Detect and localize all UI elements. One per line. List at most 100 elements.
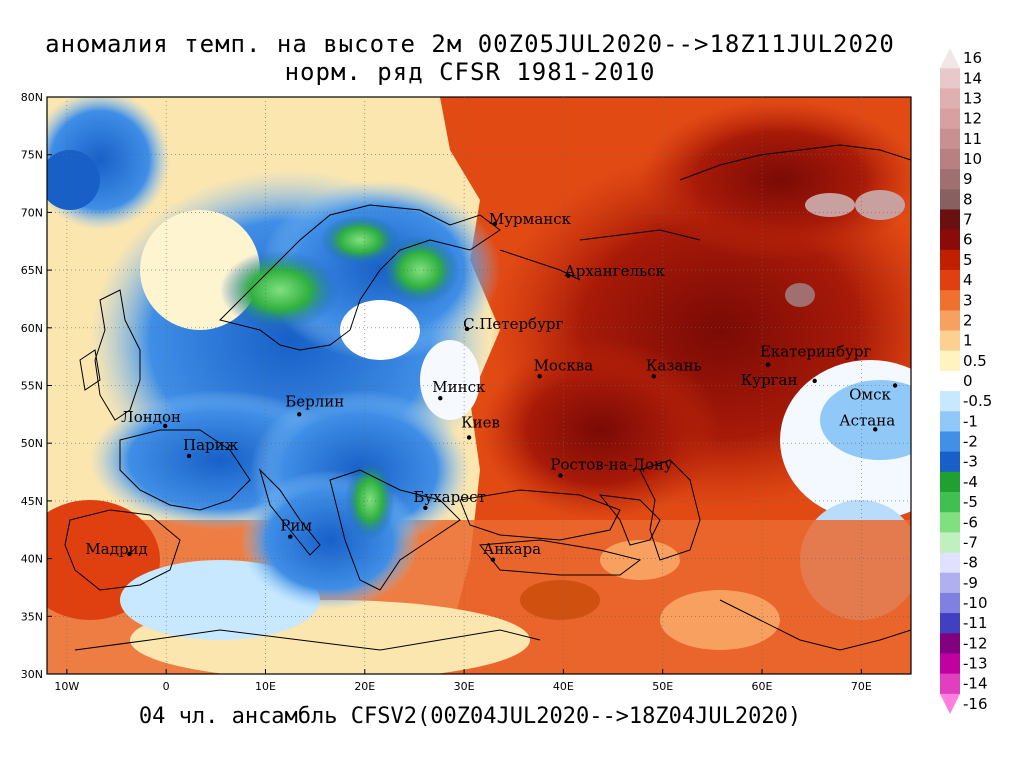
city-label: Архангельск [564, 262, 665, 280]
longitude-label: 10E [255, 680, 276, 693]
latitude-label: 75N [21, 149, 43, 162]
colorbar-box [940, 290, 960, 311]
colorbar-level-label: -2 [963, 433, 978, 451]
longitude-label: 40E [553, 680, 574, 693]
anomaly-map: 80N 75N 70N 65N 60N 55N 50N 45N 40N 35N 30N 10W 0 10… [21, 91, 912, 693]
latitude-label: 50N [21, 437, 43, 450]
city-label: Омск [849, 386, 891, 404]
colorbar-box [940, 471, 960, 493]
city-label: Бухарест [413, 488, 485, 506]
anomaly-field [47, 97, 911, 674]
latitude-label: 55N [21, 380, 43, 393]
longitude-label: 50E [652, 680, 673, 693]
longitude-label: 10W [54, 680, 79, 693]
graticule [47, 97, 911, 674]
colorbar-level-label: -11 [963, 614, 988, 632]
latitude-label: 60N [21, 322, 43, 335]
city-label: Астана [839, 411, 895, 429]
latitude-label: 80N [21, 91, 43, 104]
longitude-label: 60E [752, 680, 773, 693]
colorbar-level-label: -10 [963, 594, 988, 612]
city-dot [537, 374, 542, 379]
city-label: Париж [183, 436, 239, 454]
colorbar-box [940, 673, 960, 695]
map-title-line-1: аномалия темп. на высоте 2м 00Z05JUL2020… [45, 30, 895, 58]
city-label: Анкара [483, 540, 541, 558]
city-dot [558, 473, 563, 478]
colorbar-level-label: 16 [963, 49, 982, 67]
colorbar-boxes [940, 48, 960, 714]
colorbar-level-label: 14 [963, 69, 982, 87]
latitude-label: 40N [21, 553, 43, 566]
colorbar-box [940, 68, 960, 89]
colorbar-level-label: -5 [963, 493, 978, 511]
city-label: Ростов-на-Дону [550, 456, 673, 474]
city-label: С.Петербург [463, 315, 563, 333]
colorbar-box [940, 88, 960, 110]
city-label: Казань [646, 356, 702, 374]
city-label: Лондон [121, 408, 181, 426]
colorbar-level-label: 13 [963, 89, 982, 107]
colorbar-box [940, 108, 960, 130]
colorbar-level-label: -6 [963, 513, 978, 531]
latitude-label: 45N [21, 495, 43, 508]
colorbar-level-label: -4 [963, 473, 978, 491]
city-label: Киев [461, 413, 500, 431]
city-dot [765, 362, 771, 367]
colorbar-box [940, 270, 960, 291]
city-label: Москва [534, 356, 594, 374]
colorbar-level-label: 11 [963, 130, 982, 148]
colorbar-level-label: -8 [963, 554, 978, 572]
colorbar-box [940, 451, 960, 473]
city-label: Екатеринбург [760, 343, 871, 361]
city-dot [297, 412, 302, 417]
latitude-label: 70N [21, 206, 43, 219]
latitude-label: 30N [21, 668, 43, 681]
city-dot [466, 435, 472, 440]
colorbar-box [940, 572, 960, 594]
longitude-label: 20E [354, 680, 375, 693]
colorbar-level-label: -7 [963, 533, 978, 551]
city-dot [162, 423, 168, 429]
colorbar-box [940, 653, 960, 675]
latitude-label: 65N [21, 264, 43, 277]
longitude-label: 0 [163, 680, 170, 693]
colorbar-box [940, 552, 960, 574]
colorbar-level-label: -13 [963, 655, 988, 673]
colorbar-box [940, 209, 960, 231]
colorbar-box [940, 592, 960, 614]
city-dot [651, 374, 656, 379]
colorbar-level-label: 7 [963, 211, 973, 229]
colorbar-box [940, 310, 960, 332]
longitude-label: 30E [454, 680, 475, 693]
colorbar-box [940, 411, 960, 432]
latitude-label: 35N [21, 610, 43, 623]
colorbar-box [940, 189, 960, 210]
colorbar-level-label: 9 [963, 170, 973, 188]
city-dot [873, 427, 878, 432]
city-dot [127, 551, 132, 557]
map-title-line-2: норм. ряд CFSR 1981-2010 [284, 58, 656, 86]
colorbar-box [940, 128, 960, 150]
city-dot [423, 505, 428, 511]
colorbar-level-label: 0 [963, 372, 973, 390]
colorbar-level-label: -14 [963, 675, 988, 693]
coastlines [64, 144, 912, 651]
colorbar-box [940, 249, 960, 271]
colorbar-box [940, 370, 960, 392]
city-dot [812, 378, 817, 384]
colorbar-level-label: -12 [963, 634, 988, 652]
colorbar-box [940, 613, 960, 634]
colorbar-level-label: -16 [963, 695, 988, 713]
city-dot [566, 273, 571, 279]
colorbar-box [940, 431, 960, 453]
city-label: Мадрид [85, 540, 147, 558]
city-dot [186, 453, 192, 459]
colorbar-level-label: 0.5 [963, 352, 987, 370]
colorbar-box [940, 391, 960, 412]
colorbar-box [940, 633, 960, 654]
colorbar-level-label: -0.5 [963, 392, 992, 410]
city-label: Минск [432, 378, 486, 396]
city-label: Мурманск [489, 210, 572, 228]
colorbar-level-label: -9 [963, 574, 978, 592]
